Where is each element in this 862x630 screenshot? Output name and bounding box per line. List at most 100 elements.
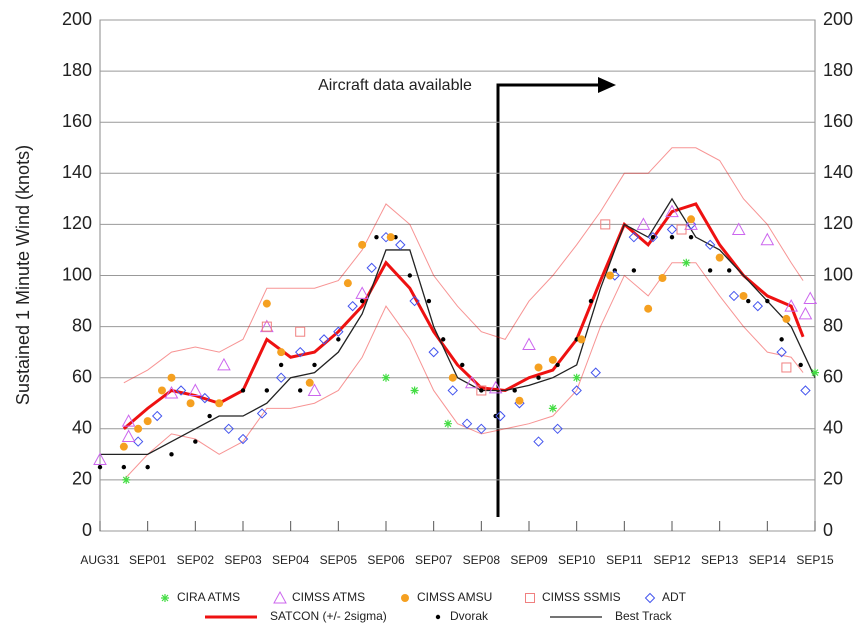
- amsu-point: [277, 348, 286, 357]
- y-tick-label: 80: [72, 315, 92, 335]
- y-tick-label-right: 180: [823, 60, 853, 80]
- x-tick-label: SEP07: [415, 553, 453, 567]
- adt-point: [571, 385, 582, 396]
- amsu-point: [386, 233, 395, 242]
- x-tick-label: SEP15: [796, 553, 834, 567]
- amsu-point: [534, 363, 543, 372]
- x-tick-label: SEP13: [701, 553, 739, 567]
- amsu-point: [143, 417, 152, 426]
- x-tick-label: SEP14: [749, 553, 787, 567]
- amsu-point: [577, 335, 586, 344]
- y-tick-label-right: 140: [823, 162, 853, 182]
- legend-label: CIRA ATMS: [177, 590, 240, 604]
- arrow-head: [598, 77, 616, 93]
- dvorak-point: [193, 439, 198, 444]
- amsu-point: [262, 299, 271, 308]
- amsu-point: [305, 378, 314, 387]
- x-tick-label: SEP10: [558, 553, 596, 567]
- adt-point: [256, 408, 268, 419]
- adt-point: [752, 300, 764, 312]
- dvorak-point: [765, 298, 770, 304]
- adt-point: [409, 295, 420, 307]
- dvorak-point: [145, 464, 150, 470]
- x-tick-label: SEP05: [320, 553, 358, 567]
- legend-label: CIMSS SSMIS: [542, 590, 621, 604]
- series-line: [100, 197, 816, 455]
- dvorak-point: [264, 388, 270, 393]
- atms-point: [93, 452, 107, 465]
- dvorak-point: [669, 234, 675, 240]
- dvorak-point: [460, 362, 465, 368]
- dvorak-point: [407, 273, 413, 278]
- atms-point: [307, 383, 322, 396]
- x-tick-label: SEP03: [224, 553, 262, 567]
- amsu-point: [687, 215, 696, 224]
- y-tick-label-right: 160: [823, 111, 853, 131]
- atms-point: [684, 217, 698, 230]
- ssmis-point: [525, 593, 535, 603]
- dvorak-point: [707, 268, 713, 273]
- adt-point: [800, 385, 811, 396]
- atms-point: [803, 291, 818, 304]
- ssmis-point: [295, 326, 306, 337]
- atms-point: [665, 204, 679, 218]
- adt-point: [644, 592, 656, 604]
- amsu-point: [186, 399, 195, 408]
- cira-point: [382, 373, 390, 382]
- x-tick-label: SEP06: [367, 553, 405, 567]
- x-tick-label: AUG31: [80, 553, 120, 567]
- atms-point: [798, 306, 813, 320]
- y-tick-label-right: 200: [823, 9, 853, 29]
- amsu-point: [644, 304, 653, 313]
- legend-label: SATCON (+/- 2sigma): [270, 609, 387, 623]
- atms-point: [355, 286, 370, 299]
- dvorak-point: [512, 388, 517, 393]
- y-tick-label: 0: [82, 520, 92, 540]
- cira-point: [572, 373, 581, 382]
- y-tick-label-right: 120: [823, 213, 853, 233]
- legend-label: CIMSS AMSU: [417, 590, 492, 604]
- x-tick-label: SEP11: [606, 553, 643, 567]
- legend-label: CIMSS ATMS: [292, 590, 365, 604]
- adt-point: [628, 231, 640, 243]
- adt-point: [666, 224, 678, 235]
- amsu-point: [401, 594, 409, 602]
- y-tick-label: 40: [72, 418, 92, 438]
- adt-point: [223, 423, 234, 435]
- adt-point: [447, 385, 458, 396]
- y-tick-label: 60: [72, 366, 92, 386]
- adt-point: [728, 290, 740, 302]
- dvorak-point: [97, 464, 103, 470]
- amsu-point: [739, 291, 748, 300]
- legend-label: ADT: [662, 590, 687, 604]
- y-tick-label: 160: [62, 111, 92, 131]
- dvorak-point: [588, 298, 594, 304]
- dvorak-point: [336, 337, 341, 342]
- annotation: Aircraft data available: [318, 77, 472, 94]
- x-tick-label: SEP01: [129, 553, 167, 567]
- amsu-point: [215, 399, 224, 408]
- atms-point: [121, 429, 136, 442]
- x-tick-label: SEP12: [653, 553, 691, 567]
- dvorak-point: [426, 298, 432, 304]
- legend-label: Best Track: [615, 609, 673, 623]
- amsu-point: [119, 442, 128, 451]
- atms-point: [731, 222, 746, 236]
- atms-point: [784, 299, 799, 312]
- amsu-point: [658, 274, 667, 283]
- dvorak-point: [121, 464, 127, 470]
- adt-point: [294, 346, 306, 358]
- atms-point: [121, 414, 136, 427]
- adt-point: [476, 423, 487, 435]
- adt-point: [704, 239, 716, 251]
- y-tick-label: 200: [62, 9, 92, 29]
- dvorak-point: [727, 268, 732, 273]
- atms-point: [760, 232, 775, 246]
- y-tick-label-right: 0: [823, 520, 833, 540]
- ssmis-point: [600, 219, 611, 230]
- adt-point: [590, 367, 601, 378]
- atms-point: [164, 385, 179, 399]
- y-tick-label: 140: [62, 162, 92, 182]
- adt-point: [318, 334, 330, 345]
- adt-point: [275, 372, 287, 383]
